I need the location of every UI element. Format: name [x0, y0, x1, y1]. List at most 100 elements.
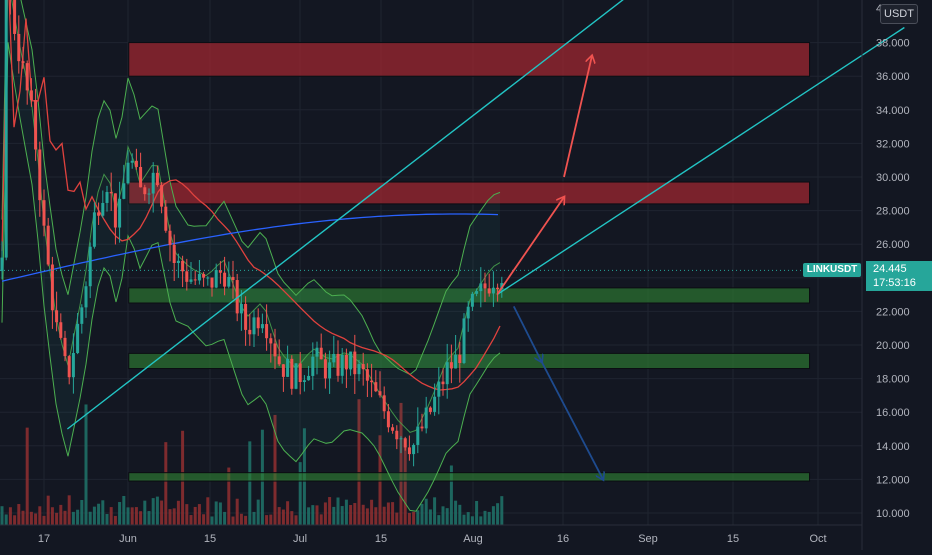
candle-body: [109, 191, 113, 194]
resistance-zone[interactable]: [128, 181, 811, 205]
volume-bar: [340, 506, 344, 525]
volume-bar: [487, 511, 491, 525]
candle-body: [378, 391, 382, 396]
volume-bar: [462, 514, 466, 525]
volume-bar: [168, 509, 172, 525]
candle-body: [311, 356, 315, 376]
volume-bar: [176, 500, 180, 525]
candle-body: [307, 375, 311, 381]
candle-body: [210, 277, 214, 288]
candle-body: [189, 279, 193, 282]
volume-bar: [97, 503, 101, 525]
candle-body: [59, 322, 63, 338]
support-zone[interactable]: [128, 472, 811, 482]
candle-body: [84, 286, 88, 308]
candle-body: [323, 359, 327, 379]
volume-bar: [67, 495, 71, 525]
volume-bar: [185, 504, 189, 525]
volume-bar: [29, 511, 33, 525]
volume-bar: [479, 516, 483, 525]
volume-bar: [391, 502, 395, 525]
x-tick-label: Jul: [293, 533, 307, 545]
zones[interactable]: [128, 42, 811, 482]
volume-bar: [290, 511, 294, 525]
candle-body: [80, 307, 84, 324]
candle-body: [218, 270, 222, 273]
projection-arrow[interactable]: [512, 305, 542, 361]
volume-bar: [298, 462, 302, 525]
projection-arrow[interactable]: [540, 361, 603, 480]
volume-bar: [126, 507, 130, 525]
volume-bar: [92, 506, 96, 525]
volume-bar: [256, 499, 260, 525]
x-tick-label: 15: [204, 533, 216, 545]
candle-body: [160, 185, 164, 207]
volume-bar: [328, 497, 332, 525]
volume-bar: [252, 511, 256, 525]
candle-body: [147, 193, 151, 195]
candle-body: [67, 356, 71, 378]
candle-body: [88, 246, 92, 287]
candle-body: [462, 318, 466, 363]
volume-bar: [311, 505, 315, 525]
projection-arrow[interactable]: [563, 56, 592, 178]
resistance-zone[interactable]: [128, 42, 811, 77]
currency-badge[interactable]: USDT: [880, 4, 918, 24]
volume-bar: [76, 509, 80, 525]
volume-bar: [38, 506, 42, 525]
candle-body: [269, 338, 273, 344]
volume-bar: [244, 515, 248, 525]
volume-bar: [21, 510, 25, 525]
volume-bar: [151, 498, 155, 525]
trendline[interactable]: [496, 26, 905, 296]
y-tick-label: 26.000: [876, 239, 910, 251]
x-tick-label: Aug: [463, 533, 483, 545]
volume-bar: [55, 512, 59, 525]
y-tick-label: 12.000: [876, 474, 910, 486]
x-tick-label: Sep: [638, 533, 658, 545]
candle-body: [92, 212, 96, 247]
candle-body: [151, 172, 155, 194]
candle-body: [206, 277, 210, 279]
candle-body: [328, 362, 332, 379]
candle-body: [424, 407, 428, 429]
volume-bar: [8, 507, 12, 525]
candle-body: [105, 191, 109, 203]
trendline[interactable]: [66, 0, 658, 430]
y-tick-label: 22.000: [876, 306, 910, 318]
candle-body: [382, 395, 386, 412]
volume-bar: [399, 402, 403, 525]
candle-body: [71, 353, 75, 378]
candle-body: [374, 382, 378, 392]
y-tick-label: 16.000: [876, 407, 910, 419]
volume-bar: [269, 514, 273, 525]
volume-bar: [231, 516, 235, 525]
volume-bar: [130, 507, 134, 525]
candle-body: [277, 356, 281, 365]
projection-arrows[interactable]: [496, 56, 603, 480]
candle-body: [143, 187, 147, 195]
projection-arrow[interactable]: [496, 197, 564, 296]
candle-body: [13, 0, 17, 34]
volume-bar: [101, 500, 105, 525]
ma-red: [1, 0, 501, 391]
candle-body: [386, 411, 390, 428]
candle-body: [437, 381, 441, 397]
volume-bar: [500, 496, 504, 525]
candle-body: [248, 329, 252, 335]
volume-bar: [63, 510, 67, 525]
candle-body: [445, 362, 449, 385]
candle-body: [181, 260, 185, 272]
volume-bar: [424, 498, 428, 525]
volume-bar: [4, 514, 8, 525]
y-tick-label: 14.000: [876, 441, 910, 453]
candle-body: [336, 353, 340, 376]
volume-bar: [134, 507, 138, 525]
volume-bar: [0, 506, 4, 525]
candle-body: [449, 362, 453, 369]
volume-bar: [315, 505, 319, 525]
volume-bar: [46, 495, 50, 525]
y-tick-label: 30.000: [876, 172, 910, 184]
trendlines[interactable]: [0, 0, 905, 430]
